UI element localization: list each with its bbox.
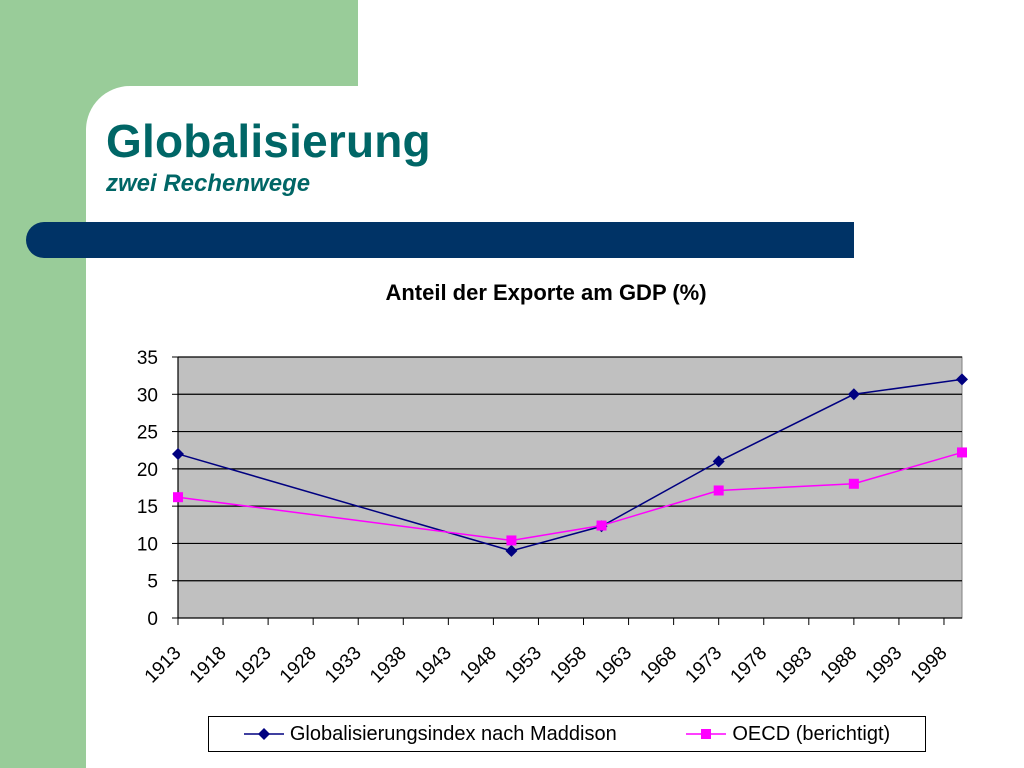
series-line-maddison: [177, 378, 963, 552]
y-tick-label: 25: [137, 423, 158, 444]
x-tick-label: 1958: [546, 643, 591, 688]
legend-label-oecd: OECD (berichtigt): [732, 722, 891, 745]
data-point-oecd: [713, 485, 724, 496]
y-tick-label: 5: [147, 572, 158, 593]
x-tick-label: 1953: [501, 643, 546, 688]
x-tick-label: 1983: [772, 643, 817, 688]
plot-area: [177, 356, 963, 619]
legend-item-maddison: Globalisierungsindex nach Maddison: [243, 722, 617, 746]
decorative-bar: [26, 222, 854, 258]
y-tick-label: 35: [137, 348, 158, 369]
data-point-oecd: [848, 478, 859, 489]
x-tick-label: 1928: [276, 643, 321, 688]
series-line-oecd: [177, 451, 963, 542]
data-point-maddison: [847, 388, 860, 401]
y-tick-label: 10: [137, 534, 158, 555]
x-tick-label: 1963: [591, 643, 636, 688]
legend-square-marker: [686, 729, 727, 739]
y-tick-label: 30: [137, 385, 158, 406]
x-tick-label: 1973: [681, 643, 726, 688]
slide-subtitle: zwei Rechenwege: [106, 170, 311, 197]
legend-item-oecd: OECD (berichtigt): [686, 723, 890, 746]
data-point-maddison: [956, 373, 968, 386]
x-tick-label: 1923: [231, 643, 276, 688]
data-point-maddison: [505, 544, 518, 557]
x-tick-label: 1988: [817, 643, 862, 688]
chart-legend: Globalisierungsindex nach Maddison OECD …: [208, 716, 926, 752]
data-point-maddison: [172, 447, 184, 460]
y-tick-label: 0: [147, 609, 158, 630]
chart-title: Anteil der Exporte am GDP (%): [385, 280, 706, 305]
x-tick-label: 1933: [321, 643, 366, 688]
data-point-maddison: [712, 455, 725, 468]
x-tick-label: 1978: [727, 643, 772, 688]
y-tick-label: 15: [137, 497, 158, 518]
x-tick-label: 1968: [636, 643, 681, 688]
legend-label-maddison: Globalisierungsindex nach Maddison: [289, 722, 617, 745]
x-tick-label: 1948: [456, 643, 501, 688]
x-tick-label: 1943: [411, 643, 456, 688]
data-point-oecd: [957, 447, 967, 458]
x-tick-label: 1913: [141, 643, 186, 688]
data-point-oecd: [596, 520, 607, 531]
x-tick-label: 1918: [186, 643, 231, 688]
x-tick-label: 1938: [366, 643, 411, 688]
x-tick-label: 1998: [907, 643, 952, 688]
slide-title: Globalisierung: [106, 115, 431, 167]
data-point-oecd: [506, 535, 517, 546]
x-tick-label: 1993: [862, 643, 907, 688]
data-point-oecd: [173, 492, 183, 503]
legend-diamond-marker: [243, 728, 284, 740]
y-tick-label: 20: [137, 460, 158, 481]
